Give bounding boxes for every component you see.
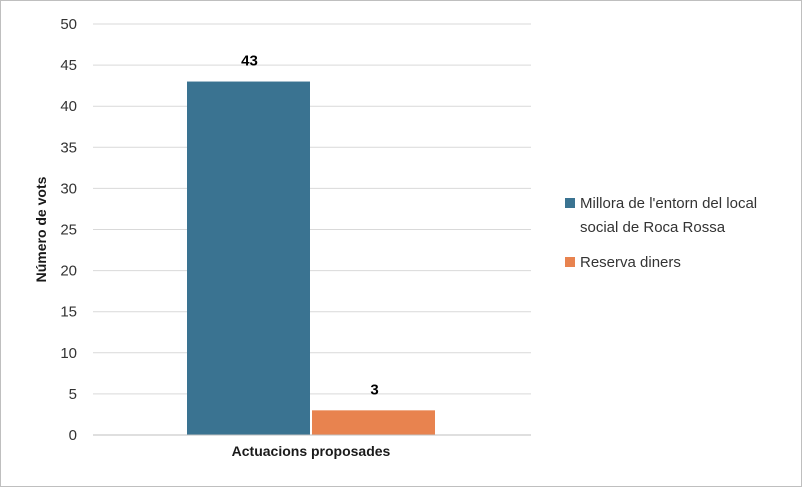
y-tick-label: 30	[60, 180, 77, 197]
y-tick-label: 25	[60, 222, 77, 239]
bar	[187, 81, 310, 435]
legend-swatch	[565, 257, 575, 267]
y-tick-label: 10	[60, 345, 77, 362]
data-label: 43	[241, 53, 258, 70]
data-labels: 43 3	[241, 53, 379, 399]
y-tick-label: 50	[60, 16, 77, 33]
y-axis-ticks: 0 5 10 15 20 25 30 35 40 45 50	[60, 16, 77, 444]
y-tick-label: 40	[60, 98, 77, 115]
y-tick-label: 15	[60, 304, 77, 321]
y-axis-title: Número de vots	[33, 176, 49, 282]
bar	[312, 410, 435, 435]
x-axis-title: Actuacions proposades	[232, 443, 391, 459]
legend-swatch	[565, 198, 575, 208]
data-label: 3	[370, 381, 378, 398]
y-tick-label: 20	[60, 263, 77, 280]
legend: Millora de l'entorn del local social de R…	[565, 195, 757, 271]
legend-entry: Reserva diners	[580, 254, 681, 271]
y-tick-label: 45	[60, 57, 77, 74]
y-tick-label: 0	[69, 427, 77, 444]
gridlines	[93, 23, 531, 395]
bars	[187, 81, 435, 435]
y-tick-label: 5	[69, 386, 77, 403]
legend-entry: Millora de l'entorn del local social de R…	[580, 195, 757, 236]
y-tick-label: 35	[60, 139, 77, 156]
